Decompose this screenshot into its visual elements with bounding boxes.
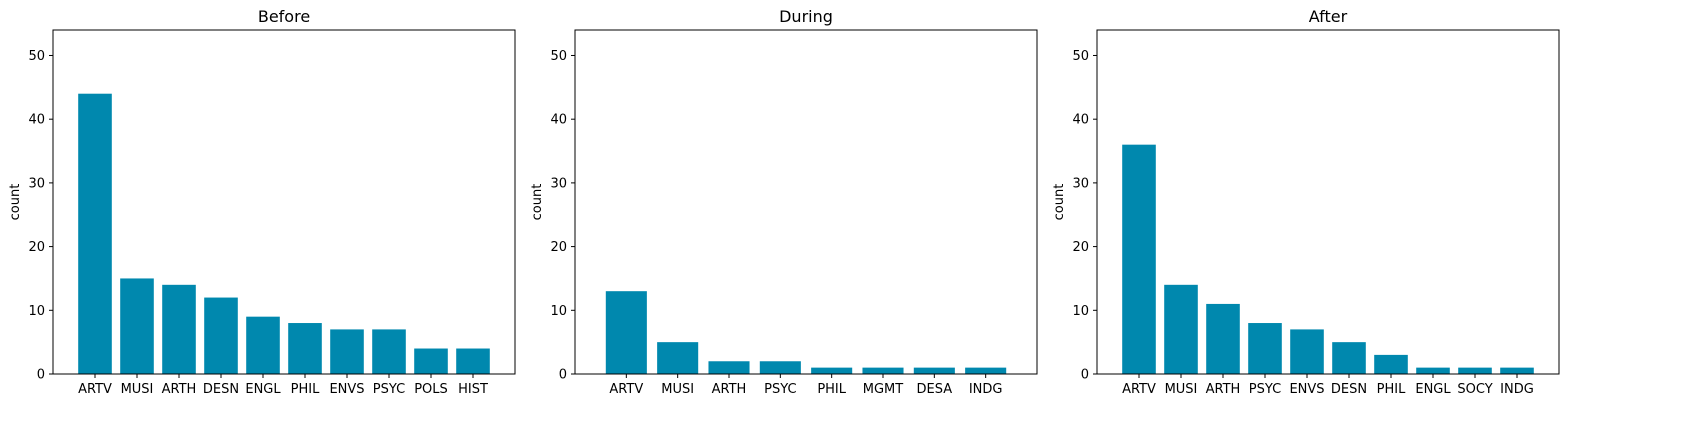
y-tick-label: 50 [28, 49, 45, 64]
bar-engl [246, 316, 280, 374]
bar-artv [1122, 144, 1156, 374]
x-tick-label: ENGL [1415, 382, 1451, 397]
x-tick-label: DESA [917, 382, 953, 397]
x-tick-label: DESN [203, 382, 239, 397]
bar-psyc [372, 329, 406, 374]
x-tick-label: HIST [458, 382, 488, 397]
x-tick-label: INDG [969, 382, 1003, 397]
x-tick-label: ARTH [162, 382, 197, 397]
bar-indg [965, 367, 1007, 374]
x-tick-label: PSYC [1249, 382, 1281, 397]
x-tick-label: ARTV [609, 382, 643, 397]
bar-pols [414, 348, 448, 374]
x-tick-label: SOCY [1457, 382, 1492, 397]
x-tick-label: PSYC [764, 382, 796, 397]
bar-artv [605, 291, 647, 374]
bar-desn [204, 297, 238, 374]
y-tick-label: 0 [559, 368, 567, 383]
chart-title: Before [258, 7, 310, 26]
x-tick-label: ARTV [1122, 382, 1156, 397]
plot-frame [1096, 29, 1560, 375]
bar-artv [78, 93, 112, 374]
x-tick-label: ARTH [712, 382, 747, 397]
x-tick-label: MUSI [121, 382, 154, 397]
bar-indg [1500, 367, 1534, 374]
bar-envs [1290, 329, 1324, 374]
chart-title: After [1309, 7, 1348, 26]
bar-mgmt [862, 367, 904, 374]
bar-desn [1332, 342, 1366, 374]
bar-arth [162, 284, 196, 374]
y-tick-label: 50 [550, 49, 567, 64]
y-tick-label: 10 [550, 304, 567, 319]
bar-engl [1416, 367, 1450, 374]
bar-musi [120, 278, 154, 374]
x-tick-label: POLS [414, 382, 448, 397]
plot-frame [574, 29, 1038, 375]
y-tick-label: 0 [1081, 368, 1089, 383]
bar-phil [1374, 354, 1408, 374]
y-tick-label: 30 [1072, 176, 1089, 191]
y-axis-label: count [8, 184, 23, 221]
x-tick-label: PSYC [373, 382, 405, 397]
bar-phil [288, 323, 322, 374]
bar-musi [657, 342, 699, 374]
x-tick-label: MUSI [1165, 382, 1198, 397]
x-tick-label: INDG [1500, 382, 1534, 397]
bar-socy [1458, 367, 1492, 374]
y-tick-label: 0 [37, 368, 45, 383]
y-tick-label: 20 [1072, 240, 1089, 255]
x-tick-label: DESN [1331, 382, 1367, 397]
x-tick-label: PHIL [817, 382, 846, 397]
x-tick-label: ENVS [1289, 382, 1324, 397]
y-tick-label: 40 [1072, 113, 1089, 128]
chart-panel-0: Before 0 10 20 30 40 50 count ARTV MUSI ARTH DESN EN… [8, 7, 516, 397]
bar-psyc [759, 361, 801, 374]
bar-hist [456, 348, 490, 374]
bar-phil [811, 367, 853, 374]
y-tick-label: 50 [1072, 49, 1089, 64]
x-tick-label: PHIL [1377, 382, 1406, 397]
chart-panel-2: After 0 10 20 30 40 50 count ARTV MUSI ARTH PSYC ENV… [1052, 7, 1560, 397]
y-tick-label: 20 [550, 240, 567, 255]
y-tick-label: 10 [28, 304, 45, 319]
x-tick-label: ENGL [245, 382, 281, 397]
bar-psyc [1248, 323, 1282, 374]
y-tick-label: 40 [28, 113, 45, 128]
y-tick-label: 30 [550, 176, 567, 191]
bar-arth [1206, 303, 1240, 374]
x-tick-label: MGMT [863, 382, 904, 397]
y-tick-label: 30 [28, 176, 45, 191]
y-tick-label: 40 [550, 113, 567, 128]
y-tick-label: 20 [28, 240, 45, 255]
y-axis-label: count [530, 184, 545, 221]
bar-arth [708, 361, 750, 374]
chart-title: During [779, 7, 833, 26]
y-axis-label: count [1052, 184, 1067, 221]
chart-panel-1: During 0 10 20 30 40 50 count ARTV MUSI ARTH PSYC PH… [530, 7, 1038, 397]
bar-musi [1164, 284, 1198, 374]
y-tick-label: 10 [1072, 304, 1089, 319]
x-tick-label: ARTH [1206, 382, 1241, 397]
bar-desa [913, 367, 955, 374]
x-tick-label: ARTV [78, 382, 112, 397]
x-tick-label: MUSI [661, 382, 694, 397]
plot-frame [52, 29, 516, 375]
x-tick-label: PHIL [291, 382, 320, 397]
x-tick-label: ENVS [329, 382, 364, 397]
bar-envs [330, 329, 364, 374]
